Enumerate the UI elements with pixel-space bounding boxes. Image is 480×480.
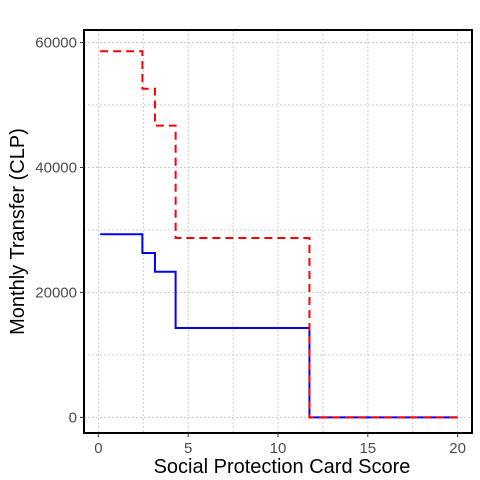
x-tick-label: 10 xyxy=(270,440,287,457)
x-tick-label: 15 xyxy=(359,440,376,457)
x-tick-label: 0 xyxy=(94,440,102,457)
y-axis-title: Monthly Transfer (CLP) xyxy=(7,128,29,335)
y-tick-label: 0 xyxy=(69,409,77,426)
x-axis-title: Social Protection Card Score xyxy=(154,456,411,478)
axes: 0 5 10 15 20 0 20000 40000 60000 xyxy=(35,34,466,457)
x-tick-label: 5 xyxy=(184,440,192,457)
y-tick-label: 40000 xyxy=(35,159,77,176)
x-tick-label: 20 xyxy=(449,440,466,457)
y-tick-label: 20000 xyxy=(35,284,77,301)
series-lines xyxy=(100,50,458,419)
y-tick-label: 60000 xyxy=(35,34,77,51)
grid-lines xyxy=(84,30,472,433)
series-line-2 xyxy=(100,50,458,419)
series-line-1 xyxy=(100,233,458,419)
